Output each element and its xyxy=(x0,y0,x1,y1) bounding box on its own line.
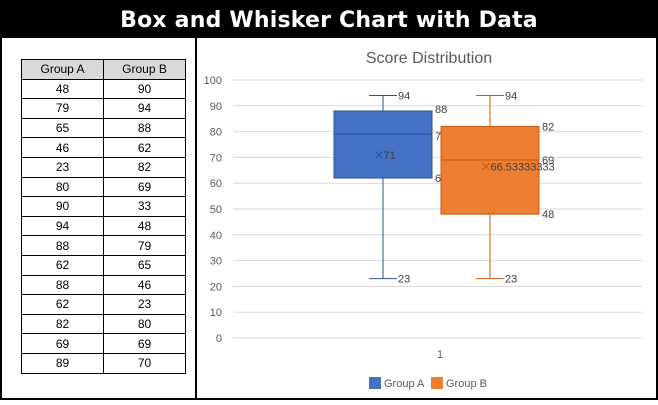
cell-group-b: 90 xyxy=(103,78,186,100)
cell-group-a: 62 xyxy=(21,294,104,315)
table-row: 62 23 xyxy=(21,294,186,315)
cell-group-a: 69 xyxy=(21,333,104,354)
table-row: 88 79 xyxy=(21,235,186,256)
table-row: 65 88 xyxy=(21,117,186,139)
cell-group-a: 88 xyxy=(21,274,104,296)
y-tick-label: 20 xyxy=(210,281,222,293)
box-group-a xyxy=(333,110,433,179)
y-tick-label: 40 xyxy=(210,230,222,242)
table-row: 23 82 xyxy=(21,156,186,178)
data-table: Group A Group B 48 90 79 94 65 88 46 62 23 82 80 69… xyxy=(21,59,186,374)
table-row: 79 94 xyxy=(21,98,186,119)
cell-group-b: 80 xyxy=(103,313,186,335)
y-tick-label: 0 xyxy=(216,333,222,345)
cell-group-a: 79 xyxy=(21,98,104,119)
cell-group-a: 80 xyxy=(21,176,104,198)
cell-group-a: 94 xyxy=(21,215,104,237)
cell-group-b: 23 xyxy=(103,294,186,315)
cell-group-b: 69 xyxy=(103,176,186,198)
legend-group-b-swatch xyxy=(431,377,443,389)
table-row: 48 90 xyxy=(21,78,186,100)
cell-group-b: 70 xyxy=(103,352,186,374)
box-whisker-chart: Score Distribution 0 10 20 30 40 50 60 70 80 90 100… xyxy=(204,50,643,390)
y-tick-label: 30 xyxy=(210,256,222,268)
cell-group-b: 48 xyxy=(103,215,186,237)
table-row: 46 62 xyxy=(21,137,186,158)
cell-group-b: 65 xyxy=(103,254,186,276)
table-row: 94 48 xyxy=(21,215,186,237)
table-row: 80 69 xyxy=(21,176,186,198)
legend-group-b-label: Group B xyxy=(446,378,487,390)
y-tick-label: 80 xyxy=(210,127,222,139)
data-label: 66.53333333 xyxy=(491,161,555,173)
table-row: 89 70 xyxy=(21,352,186,374)
y-tick-label: 10 xyxy=(210,307,222,319)
box-group-b xyxy=(440,125,540,215)
cell-group-b: 46 xyxy=(103,274,186,296)
table-header-row: Group A Group B xyxy=(21,59,186,80)
header-group-a: Group A xyxy=(21,59,104,80)
data-label: 71 xyxy=(384,150,396,162)
y-tick-label: 90 xyxy=(210,101,222,113)
cell-group-b: 69 xyxy=(103,333,186,354)
mean-marker xyxy=(375,150,383,159)
data-label: 48 xyxy=(542,209,554,221)
data-label: 94 xyxy=(398,90,410,102)
chart-title: Score Distribution xyxy=(366,50,492,67)
cell-group-a: 82 xyxy=(21,313,104,335)
banner-title: Box and Whisker Chart with Data xyxy=(2,2,656,38)
y-tick-label: 60 xyxy=(210,178,222,190)
y-tick-label: 100 xyxy=(204,75,222,87)
cell-group-a: 65 xyxy=(21,117,104,139)
cell-group-a: 89 xyxy=(21,352,104,374)
divider xyxy=(195,38,197,400)
cell-group-b: 88 xyxy=(103,117,186,139)
data-label: 94 xyxy=(505,90,517,102)
cell-group-b: 94 xyxy=(103,98,186,119)
data-label: 23 xyxy=(398,274,410,286)
table-row: 90 33 xyxy=(21,196,186,217)
cell-group-a: 23 xyxy=(21,156,104,178)
cell-group-a: 48 xyxy=(21,78,104,100)
cell-group-b: 82 xyxy=(103,156,186,178)
cell-group-b: 62 xyxy=(103,137,186,158)
y-tick-label: 50 xyxy=(210,204,222,216)
table-row: 62 65 xyxy=(21,254,186,276)
chart-area: Score Distribution 0 10 20 30 40 50 60 70 80 90 100… xyxy=(197,38,658,400)
cell-group-a: 90 xyxy=(21,196,104,217)
table-row: 82 80 xyxy=(21,313,186,335)
data-label: 88 xyxy=(435,104,447,116)
data-label: 69 xyxy=(542,155,554,167)
data-label: 23 xyxy=(505,274,517,286)
cell-group-a: 88 xyxy=(21,235,104,256)
cell-group-b: 33 xyxy=(103,196,186,217)
table-row: 88 46 xyxy=(21,274,186,296)
mean-marker xyxy=(482,162,490,171)
legend-group-a-label: Group A xyxy=(384,378,425,390)
cell-group-a: 62 xyxy=(21,254,104,276)
data-label: 82 xyxy=(542,121,554,133)
cell-group-a: 46 xyxy=(21,137,104,158)
x-tick-label: 1 xyxy=(437,349,443,361)
cell-group-b: 79 xyxy=(103,235,186,256)
legend-group-a-swatch xyxy=(369,377,381,389)
header-group-b: Group B xyxy=(103,59,186,80)
y-tick-label: 70 xyxy=(210,152,222,164)
table-row: 69 69 xyxy=(21,333,186,354)
